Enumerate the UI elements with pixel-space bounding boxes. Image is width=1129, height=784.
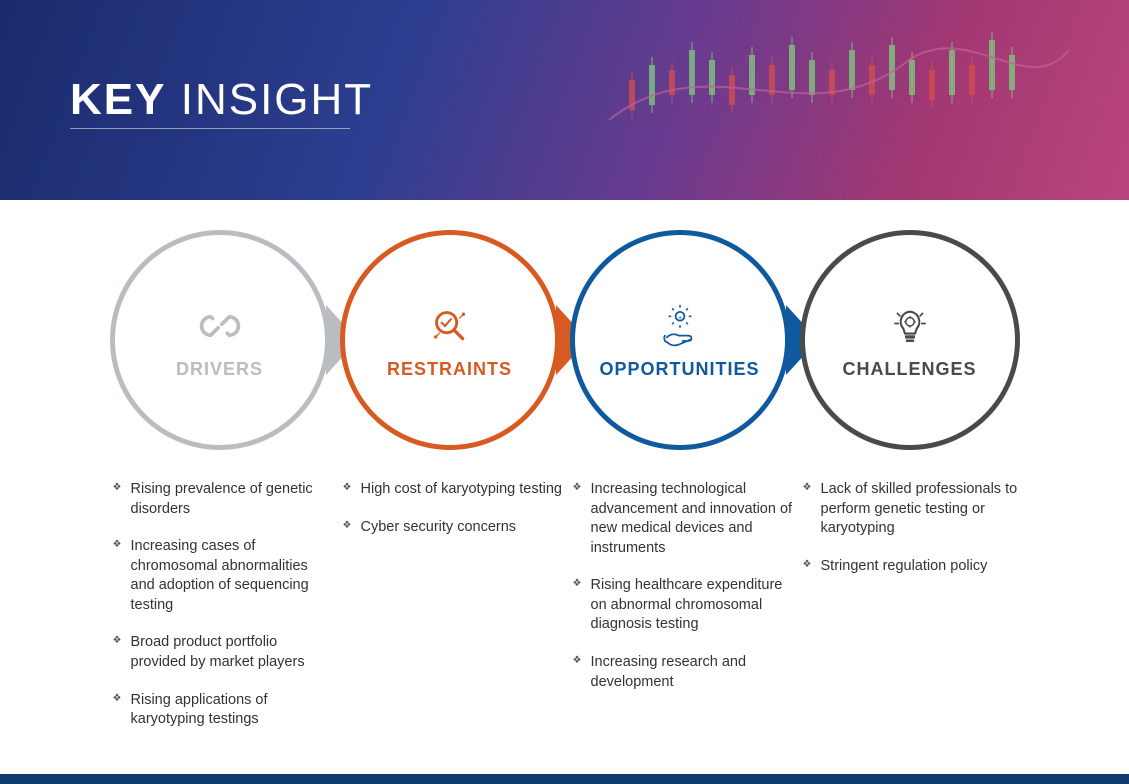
pillar-restraints: RESTRAINTS High cost of karyotyping testi… — [325, 230, 575, 748]
list-item: Broad product portfolio provided by mark… — [113, 633, 333, 672]
circle-wrap-opportunities: + OPPORTUNITIES — [570, 230, 790, 450]
circle-challenges: CHALLENGES — [800, 230, 1020, 450]
label-opportunities: OPPORTUNITIES — [599, 359, 759, 380]
svg-text:+: + — [677, 314, 681, 321]
bullets-opportunities: Increasing technological advancement and… — [555, 450, 805, 692]
pillars-row: DRIVERS Rising prevalence of genetic diso… — [0, 200, 1129, 748]
list-item: Cyber security concerns — [343, 518, 563, 538]
magnify-icon — [425, 301, 475, 351]
header-banner: KEY INSIGHT — [0, 0, 1129, 200]
bulb-gear-icon — [885, 301, 935, 351]
title-light: INSIGHT — [181, 75, 373, 124]
label-restraints: RESTRAINTS — [387, 359, 512, 380]
circle-drivers: DRIVERS — [110, 230, 330, 450]
list-item: Rising prevalence of genetic disorders — [113, 480, 333, 519]
list-item: Increasing research and development — [573, 653, 793, 692]
circle-restraints: RESTRAINTS — [340, 230, 560, 450]
title-underline — [70, 128, 350, 129]
circle-wrap-challenges: CHALLENGES — [800, 230, 1020, 450]
footer-bar — [0, 774, 1129, 784]
label-drivers: DRIVERS — [176, 359, 263, 380]
list-item: Increasing technological advancement and… — [573, 480, 793, 558]
list-item: Increasing cases of chromosomal abnormal… — [113, 537, 333, 615]
bullets-restraints: High cost of karyotyping testing Cyber se… — [325, 450, 575, 537]
pillar-drivers: DRIVERS Rising prevalence of genetic diso… — [95, 230, 345, 748]
pillar-challenges: CHALLENGES Lack of skilled professionals … — [785, 230, 1035, 748]
link-loop-icon — [195, 301, 245, 351]
candlestick-deco-icon — [589, 10, 1089, 190]
hand-sun-icon: + — [655, 301, 705, 351]
list-item: Rising healthcare expenditure on abnorma… — [573, 576, 793, 635]
title-bold: KEY — [70, 75, 166, 124]
circle-wrap-restraints: RESTRAINTS — [340, 230, 560, 450]
bullets-drivers: Rising prevalence of genetic disorders In… — [95, 450, 345, 730]
circle-wrap-drivers: DRIVERS — [110, 230, 330, 450]
page-title: KEY INSIGHT — [70, 75, 373, 125]
list-item: Lack of skilled professionals to perform… — [803, 480, 1023, 539]
list-item: Rising applications of karyotyping testi… — [113, 691, 333, 730]
pillar-opportunities: + OPPORTUNITIES Increasing technological … — [555, 230, 805, 748]
circle-opportunities: + OPPORTUNITIES — [570, 230, 790, 450]
list-item: High cost of karyotyping testing — [343, 480, 563, 500]
bullets-challenges: Lack of skilled professionals to perform… — [785, 450, 1035, 576]
list-item: Stringent regulation policy — [803, 557, 1023, 577]
label-challenges: CHALLENGES — [842, 359, 976, 380]
